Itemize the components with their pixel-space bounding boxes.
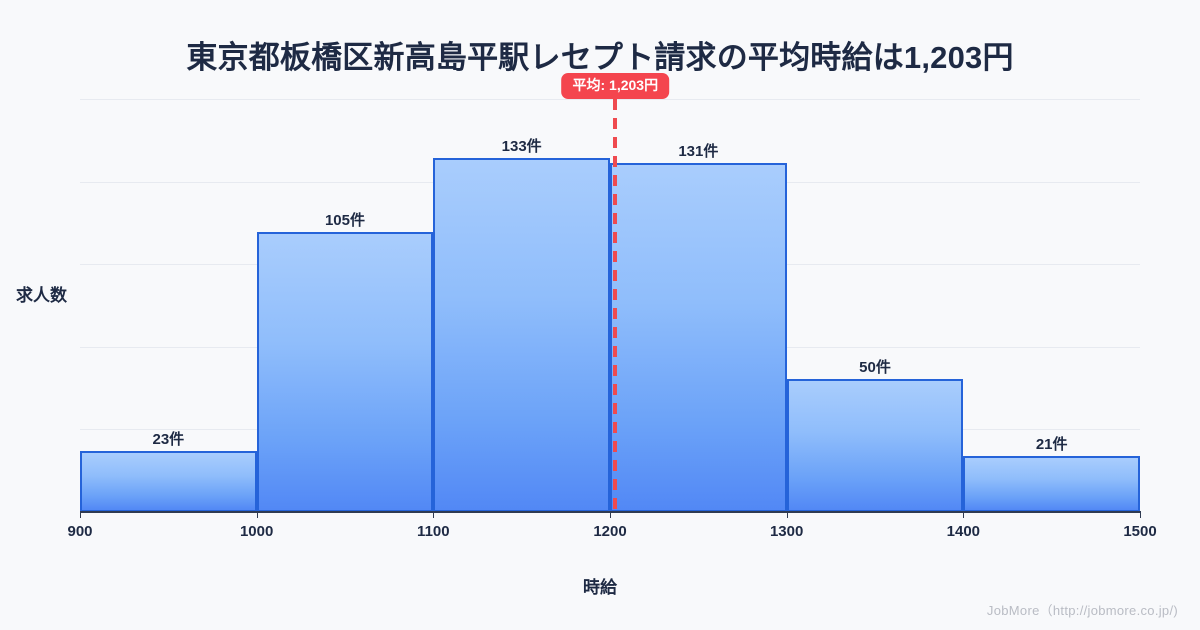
bar-value-label: 131件 (678, 142, 719, 160)
x-axis-tick-label: 900 (67, 523, 93, 540)
histogram-bar[interactable] (256, 232, 434, 512)
x-axis-tick (786, 511, 788, 518)
bar-value-label: 133件 (501, 137, 542, 155)
bar-value-label: 50件 (859, 358, 891, 376)
x-axis-tick-label: 1100 (417, 523, 450, 540)
x-axis-tick (1140, 511, 1141, 518)
histogram-bar[interactable] (963, 456, 1140, 512)
x-axis-tick (433, 511, 435, 518)
bar-value-label: 105件 (324, 212, 365, 230)
mean-line (613, 99, 618, 512)
page-title: 東京都板橋区新高島平駅レセプト請求の平均時給は1,203円 (186, 40, 1014, 75)
histogram-bar[interactable] (610, 162, 787, 512)
x-axis-tick-label: 1300 (769, 523, 804, 540)
x-axis-tick-label: 1200 (593, 523, 627, 540)
mean-badge: 平均: 1,203円 (561, 73, 670, 99)
histogram-bar[interactable] (80, 450, 257, 512)
x-axis-tick (963, 511, 965, 518)
x-axis-tick (610, 511, 611, 518)
histogram-bar[interactable] (433, 157, 610, 512)
footer-credit: JobMore（http://jobmore.co.jp/) (986, 603, 1178, 618)
x-axis-tick (256, 511, 258, 518)
y-axis-title: 求人数 (16, 286, 67, 305)
plot-area: 23件 105件 133件 131件 50件 21件 (80, 99, 1140, 512)
gridline (80, 99, 1140, 100)
bar-value-label: 23件 (152, 430, 185, 448)
x-axis-tick (80, 511, 81, 518)
x-axis-tick-label: 1400 (946, 523, 981, 540)
x-axis-tick-label: 1500 (1123, 523, 1157, 540)
bar-value-label: 21件 (1035, 436, 1068, 454)
x-axis-title: 時給 (583, 578, 617, 597)
histogram-bar[interactable] (786, 378, 964, 512)
x-axis-tick-label: 1000 (239, 523, 274, 540)
